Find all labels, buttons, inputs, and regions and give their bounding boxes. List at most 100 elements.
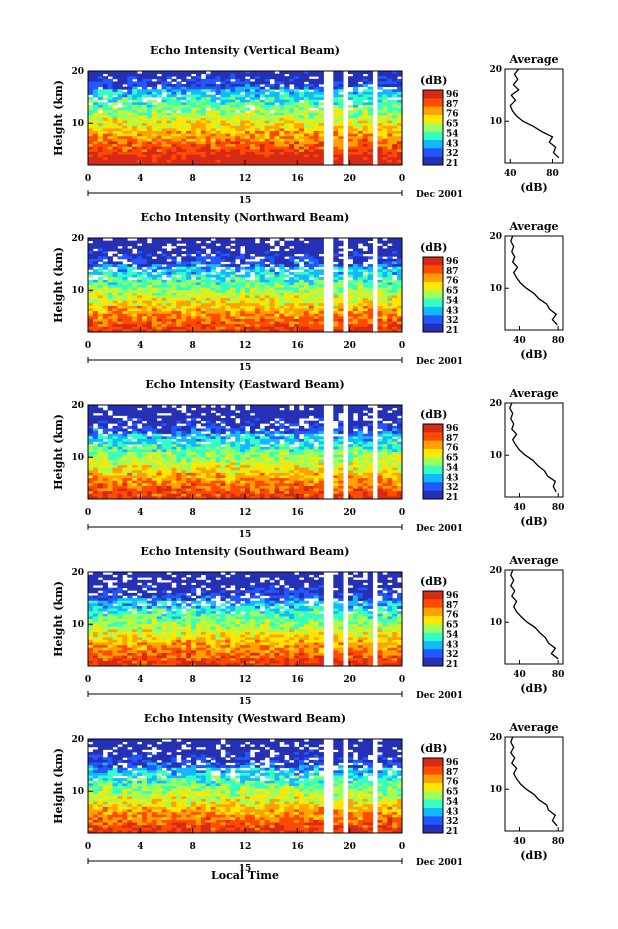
heatmap-cell	[127, 433, 133, 437]
heatmap-cell	[156, 271, 162, 275]
heatmap-cell	[186, 410, 192, 414]
heatmap-cell	[333, 274, 339, 278]
heatmap-cell	[338, 271, 344, 275]
heatmap-cell	[176, 73, 182, 77]
heatmap-cell	[146, 258, 153, 262]
heatmap-cell	[387, 149, 393, 153]
heatmap-cell	[392, 444, 398, 448]
heatmap-cell	[141, 120, 148, 124]
heatmap-cell	[225, 436, 231, 440]
heatmap-cell	[127, 303, 133, 307]
heatmap-cell	[303, 303, 310, 307]
heatmap-cell	[313, 436, 319, 440]
heatmap-cell	[191, 303, 197, 307]
heatmap-cell	[313, 238, 319, 242]
heatmap-cell	[200, 115, 207, 119]
heatmap-cell	[313, 282, 319, 286]
heatmap-cell	[235, 240, 241, 244]
heatmap-cell	[338, 120, 344, 124]
heatmap-cell	[318, 102, 324, 106]
heatmap-cell	[298, 428, 305, 432]
heatmap-cell	[107, 321, 113, 325]
heatmap-cell	[294, 418, 300, 422]
heatmap-cell	[382, 261, 388, 265]
heatmap-cell	[92, 81, 99, 85]
heatmap-cell	[137, 115, 143, 119]
heatmap-cell	[397, 441, 403, 445]
heatmap-cell	[362, 311, 369, 315]
heatmap-cell	[151, 240, 158, 244]
heatmap-cell	[220, 410, 226, 414]
heatmap-cell	[220, 104, 226, 108]
heatmap-cell	[392, 410, 398, 414]
heatmap-cell	[245, 123, 251, 127]
heatmap-cell	[352, 313, 359, 317]
heatmap-cell	[156, 146, 162, 150]
heatmap-cell	[161, 162, 167, 166]
heatmap-cell	[362, 146, 369, 150]
heatmap-cell	[284, 110, 290, 114]
heatmap-cell	[92, 253, 99, 257]
heatmap-cell	[230, 292, 236, 296]
heatmap-cell	[259, 110, 266, 114]
heatmap-cell	[397, 277, 403, 281]
heatmap-cell	[117, 436, 123, 440]
heatmap-cell	[156, 154, 162, 158]
heatmap-cell	[171, 73, 177, 77]
colorbar-swatch	[423, 90, 443, 99]
heatmap-cell	[92, 76, 99, 80]
panel-2: Echo Intensity (Eastward Beam)1020Height…	[52, 378, 564, 540]
heatmap-cell	[166, 157, 172, 161]
heatmap-cell	[171, 326, 177, 330]
heatmap-cell	[215, 264, 221, 268]
heatmap-cell	[146, 123, 153, 127]
heatmap-cell	[240, 308, 246, 312]
heatmap-cell	[210, 251, 216, 255]
heatmap-cell	[166, 253, 172, 257]
heatmap-cell	[195, 258, 202, 262]
heatmap-cell	[298, 128, 305, 132]
heatmap-cell	[112, 73, 118, 77]
heatmap-cell	[122, 444, 128, 448]
heatmap-cell	[303, 318, 310, 322]
heatmap-cell	[362, 412, 369, 416]
heatmap-cell	[240, 405, 246, 409]
heatmap-cell	[132, 162, 138, 166]
heatmap-cell	[225, 441, 231, 445]
heatmap-cell	[357, 418, 364, 422]
heatmap-cell	[122, 97, 128, 101]
heatmap-cell	[151, 412, 158, 416]
heatmap-cell	[259, 104, 266, 108]
heatmap-cell	[141, 277, 148, 281]
heatmap-cell	[352, 311, 359, 315]
heatmap-cell	[107, 245, 113, 249]
heatmap-cell	[171, 144, 177, 148]
heatmap-cell	[127, 138, 133, 142]
heatmap-cell	[176, 146, 182, 150]
heatmap-cell	[210, 264, 216, 268]
heatmap-cell	[215, 159, 221, 163]
heatmap-cell	[254, 245, 261, 249]
heatmap-cell	[279, 433, 285, 437]
heatmap-cell	[102, 274, 109, 278]
heatmap-cell	[348, 300, 354, 304]
heatmap-cell	[235, 162, 241, 166]
heatmap-cell	[284, 290, 290, 294]
heatmap-cell	[284, 298, 290, 302]
heatmap-cell	[289, 71, 295, 75]
heatmap-cell	[249, 300, 256, 304]
heatmap-cell	[303, 73, 310, 77]
heatmap-cell	[210, 157, 216, 161]
heatmap-cell	[191, 125, 197, 129]
heatmap-cell	[88, 298, 94, 302]
heatmap-cell	[254, 123, 261, 127]
heatmap-cell	[171, 321, 177, 325]
heatmap-cell	[298, 159, 305, 163]
heatmap-cell	[146, 287, 153, 291]
heatmap-cell	[156, 303, 162, 307]
heatmap-cell	[230, 285, 236, 289]
heatmap-cell	[245, 420, 251, 424]
heatmap-cell	[377, 308, 383, 312]
heatmap-cell	[308, 248, 315, 252]
heatmap-cell	[210, 431, 216, 435]
